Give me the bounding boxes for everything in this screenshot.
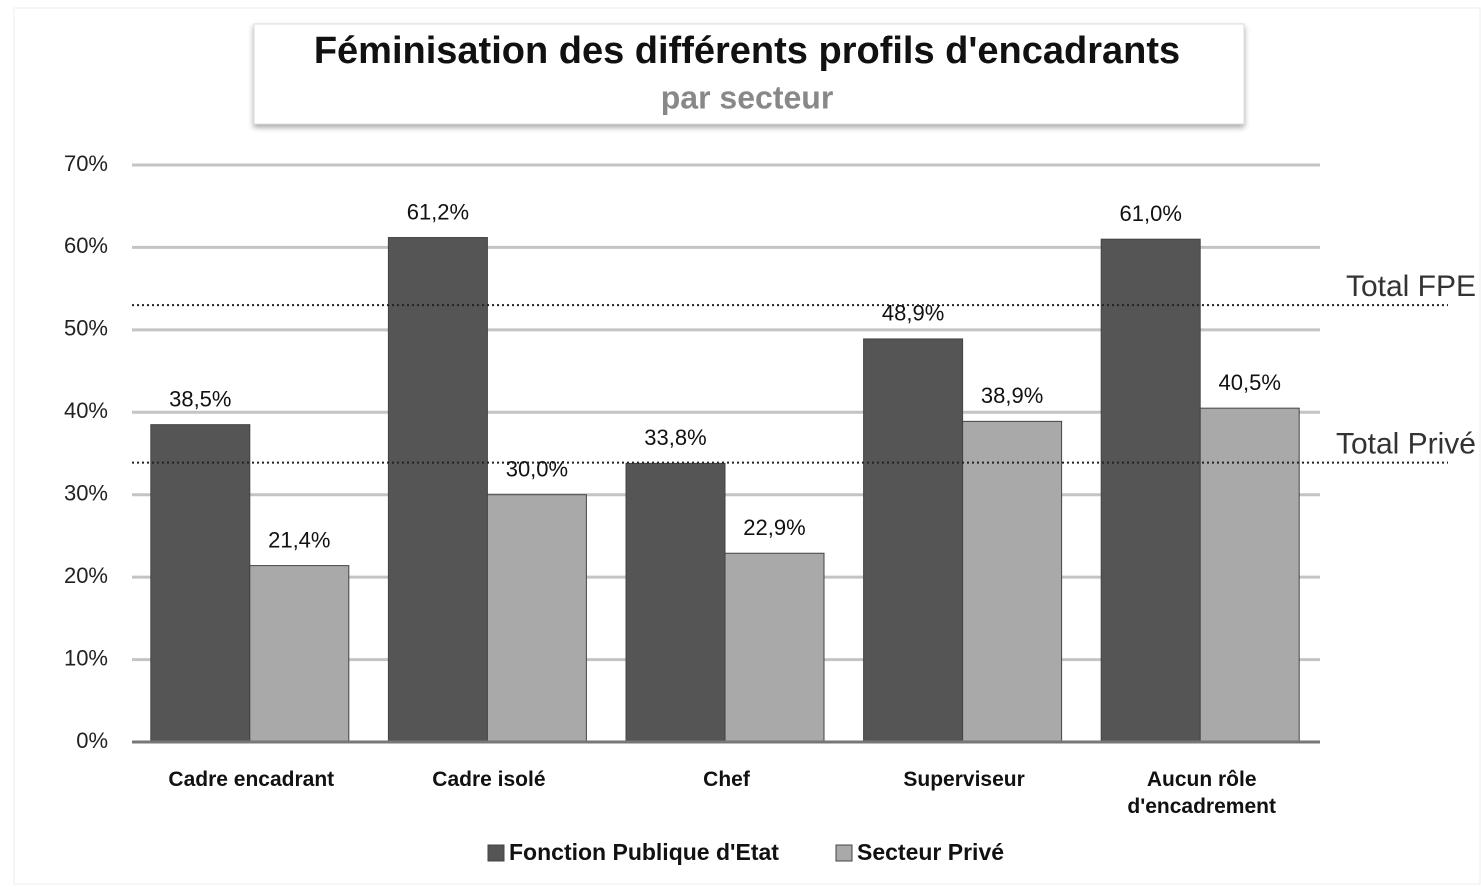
legend-swatch <box>487 844 505 862</box>
title-box <box>253 23 1245 125</box>
legend-label: Secteur Privé <box>857 839 1004 865</box>
bar <box>625 462 726 743</box>
y-tick-label: 70% <box>64 151 108 176</box>
y-tick-label: 20% <box>64 563 108 588</box>
bar <box>150 424 251 743</box>
bar <box>863 338 964 743</box>
data-label: 61,2% <box>407 199 469 224</box>
data-label: 38,5% <box>169 386 231 411</box>
data-label: 30,0% <box>506 457 568 482</box>
bar <box>1199 407 1300 743</box>
bar <box>962 420 1063 743</box>
reference-label: Total Privé <box>1336 427 1476 460</box>
data-label: 33,8% <box>644 425 706 450</box>
y-tick-label: 10% <box>64 645 108 670</box>
chart-subtitle: par secteur <box>661 79 834 115</box>
data-label: 61,0% <box>1120 201 1182 226</box>
y-tick-label: 50% <box>64 316 108 341</box>
data-label: 40,5% <box>1219 370 1281 395</box>
x-tick-label: Aucun rôle d'encadrement <box>1127 768 1276 818</box>
x-tick-label: Cadre encadrant <box>168 768 335 791</box>
bar <box>724 552 825 743</box>
bar <box>387 237 488 743</box>
bar <box>249 565 350 743</box>
bar <box>486 494 587 743</box>
reference-label: Total FPE <box>1346 270 1476 303</box>
chart-title: Féminisation des différents profils d'en… <box>314 30 1180 72</box>
data-label: 21,4% <box>268 527 330 552</box>
legend-label: Fonction Publique d'Etat <box>509 839 779 865</box>
bar <box>1100 238 1201 743</box>
x-tick-label: Cadre isolé <box>432 768 546 791</box>
legend-swatch <box>835 844 853 862</box>
y-tick-label: 40% <box>64 398 108 423</box>
y-tick-label: 0% <box>76 728 108 753</box>
data-label: 22,9% <box>743 515 805 540</box>
x-tick-label: Superviseur <box>903 768 1025 791</box>
y-tick-label: 30% <box>64 481 108 506</box>
data-label: 38,9% <box>981 383 1043 408</box>
x-tick-label: Chef <box>703 768 750 791</box>
y-tick-label: 60% <box>64 233 108 258</box>
